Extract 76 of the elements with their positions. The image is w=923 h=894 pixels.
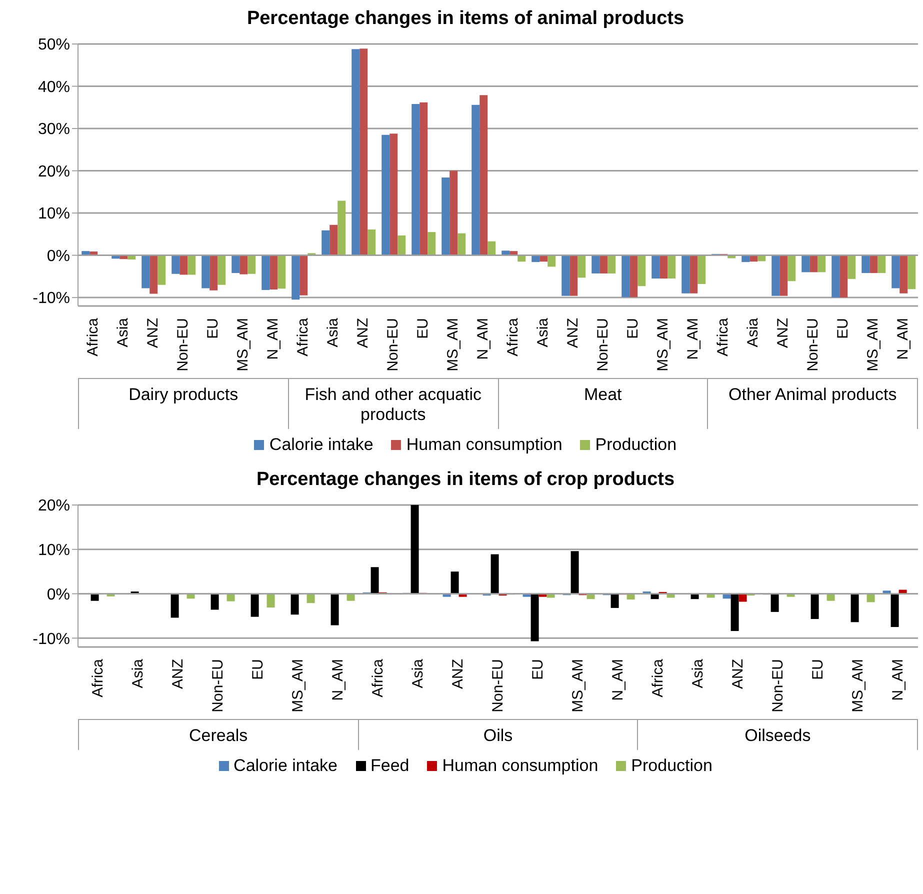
x-tick-label: MS_AM <box>850 659 866 712</box>
x-tick-label: Africa <box>504 317 522 356</box>
x-tick-label: ANZ <box>774 318 792 348</box>
chart-title: Percentage changes in items of crop products <box>255 469 676 491</box>
y-tick-label: -10% <box>32 290 70 308</box>
legend-label: Calorie intake <box>269 435 374 455</box>
x-tick-label: N_AM <box>264 318 282 360</box>
y-tick-label: 40% <box>38 78 70 96</box>
y-tick-label: 10% <box>38 206 70 223</box>
x-tick-label: MS_AM <box>444 318 462 372</box>
x-tick-label: ANZ <box>170 659 186 689</box>
x-tick-label: Africa <box>84 317 102 356</box>
x-tick-label: ANZ <box>450 659 466 689</box>
x-tick-label: EU <box>530 659 546 680</box>
y-tick-label: 0% <box>46 586 70 604</box>
x-tick-label: Asia <box>410 658 426 688</box>
y-tick-label: 50% <box>38 36 70 54</box>
x-tick-label: MS_AM <box>864 318 882 372</box>
x-tick-label: ANZ <box>144 318 162 348</box>
legend-label: Production <box>631 756 712 776</box>
x-tick-label: EU <box>624 318 642 339</box>
x-tick-label: Asia <box>130 658 146 688</box>
y-tick-label: 30% <box>38 121 70 138</box>
y-tick-label: 20% <box>38 498 70 515</box>
x-tick-label: ANZ <box>730 659 746 689</box>
x-tick-label: Non-EU <box>490 659 506 712</box>
x-tick-label: EU <box>810 659 826 680</box>
text: Dairy products <box>78 379 288 429</box>
x-tick-label: N_AM <box>894 318 912 360</box>
y-tick-label: -10% <box>32 630 70 648</box>
x-tick-label: EU <box>414 318 432 339</box>
x-tick-label: Africa <box>370 658 386 698</box>
x-tick-label: Non-EU <box>384 318 402 372</box>
x-tick-label: N_AM <box>610 659 626 701</box>
x-tick-label: MS_AM <box>234 318 252 372</box>
x-tick-label: MS_AM <box>570 659 586 712</box>
x-tick-label: Africa <box>714 317 732 356</box>
text: Meat <box>498 379 708 429</box>
x-tick-label: Asia <box>324 317 342 348</box>
x-tick-label: Africa <box>294 317 312 356</box>
x-tick-label: N_AM <box>684 318 702 360</box>
legend-label: Human consumption <box>406 435 562 455</box>
x-tick-label: N_AM <box>330 659 346 701</box>
chart-title: Percentage changes in items of animal products <box>246 8 686 30</box>
text: Fish and other acquatic products <box>288 379 498 429</box>
text: Cereals <box>78 720 358 750</box>
x-tick-label: EU <box>204 318 222 339</box>
legend-label: Feed <box>370 756 410 776</box>
x-tick-label: Africa <box>90 658 106 698</box>
text: Other Animal products <box>707 379 918 429</box>
x-tick-label: Asia <box>690 658 706 688</box>
y-tick-label: 0% <box>46 248 70 265</box>
text: Oilseeds <box>637 720 918 750</box>
legend-label: Production <box>595 435 677 455</box>
x-tick-label: Africa <box>650 658 666 698</box>
x-tick-label: ANZ <box>564 318 582 348</box>
x-tick-label: MS_AM <box>290 659 306 712</box>
y-tick-label: 10% <box>38 542 70 560</box>
x-tick-label: Non-EU <box>804 318 822 372</box>
x-tick-label: EU <box>250 659 266 680</box>
x-tick-label: Asia <box>114 317 132 348</box>
x-tick-label: ANZ <box>354 318 372 348</box>
x-tick-label: Non-EU <box>174 318 192 372</box>
text: Oils <box>358 720 638 750</box>
legend-label: Calorie intake <box>234 756 338 776</box>
y-tick-label: 20% <box>38 163 70 180</box>
x-tick-label: Non-EU <box>210 659 226 712</box>
x-tick-label: EU <box>834 318 852 339</box>
x-tick-label: Asia <box>744 317 762 348</box>
x-tick-label: Asia <box>534 317 552 348</box>
x-tick-label: Non-EU <box>594 318 612 372</box>
x-tick-label: N_AM <box>890 659 906 701</box>
x-tick-label: Non-EU <box>770 659 786 712</box>
x-tick-label: MS_AM <box>654 318 672 372</box>
x-tick-label: N_AM <box>474 318 492 360</box>
legend-label: Human consumption <box>442 756 598 776</box>
